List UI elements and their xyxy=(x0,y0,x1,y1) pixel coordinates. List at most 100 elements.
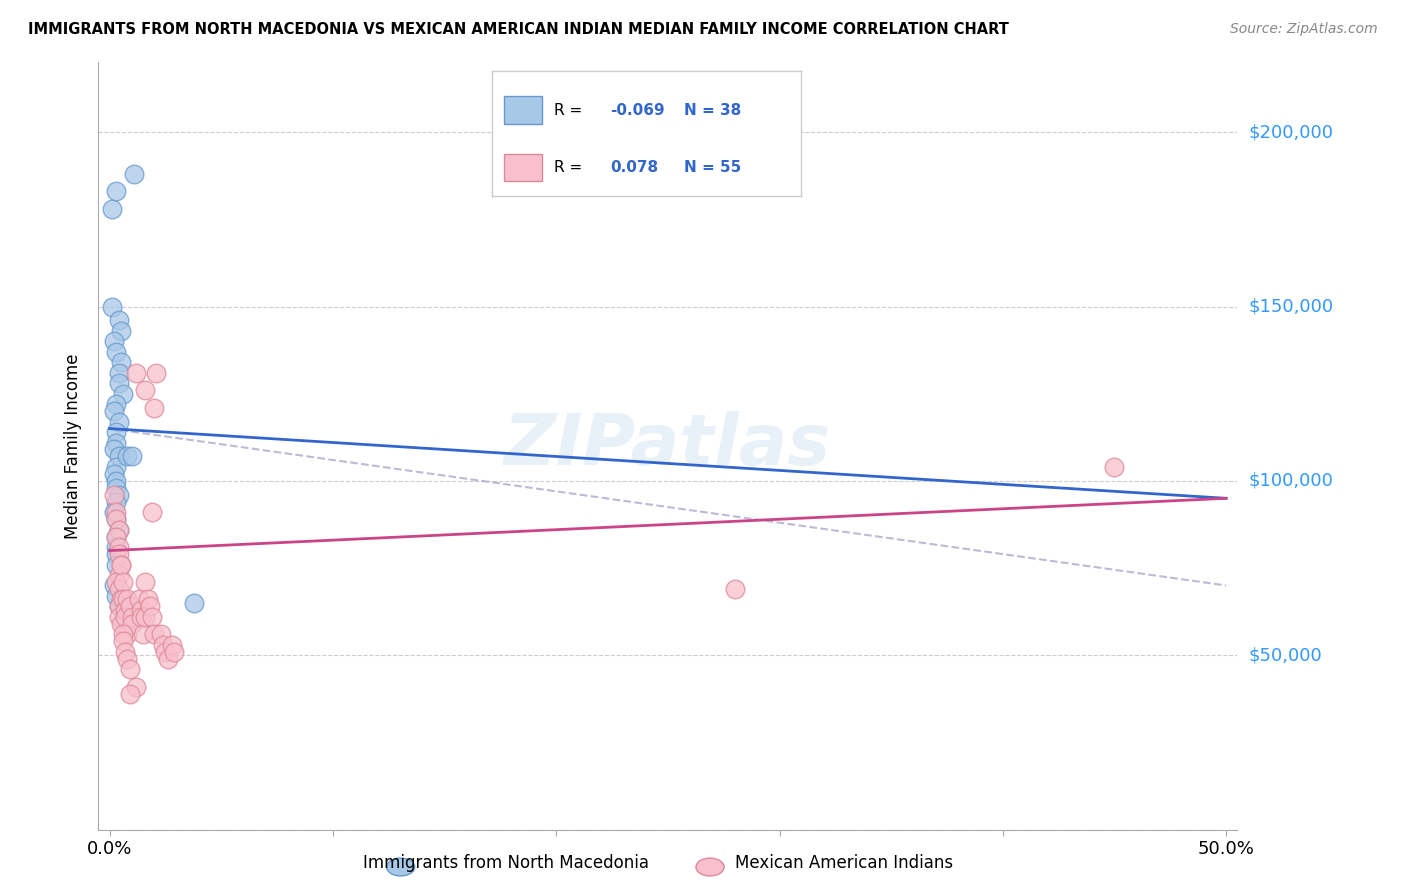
Point xyxy=(110,616,132,631)
Point xyxy=(118,599,141,614)
Point xyxy=(103,404,125,418)
Point xyxy=(107,599,129,614)
Point xyxy=(117,627,139,641)
Point xyxy=(117,592,139,607)
Point xyxy=(110,558,132,572)
Point xyxy=(105,185,128,199)
Point xyxy=(107,568,129,582)
Point xyxy=(141,505,163,519)
Point xyxy=(103,467,125,481)
Point xyxy=(103,442,125,457)
Point xyxy=(183,596,205,610)
Point xyxy=(122,167,145,181)
Point xyxy=(121,450,143,464)
Point xyxy=(111,634,134,648)
Point xyxy=(105,530,128,544)
Point xyxy=(129,603,152,617)
Point xyxy=(117,450,139,464)
Point xyxy=(139,599,162,614)
Bar xyxy=(505,96,541,124)
Point xyxy=(105,459,128,474)
Point xyxy=(103,488,125,502)
Text: Source: ZipAtlas.com: Source: ZipAtlas.com xyxy=(1230,22,1378,37)
Point xyxy=(143,627,166,641)
Text: $50,000: $50,000 xyxy=(1249,646,1322,665)
Point xyxy=(121,610,143,624)
Point xyxy=(111,627,134,641)
Point xyxy=(105,505,128,519)
Point xyxy=(134,610,156,624)
Point xyxy=(114,645,136,659)
Y-axis label: Median Family Income: Median Family Income xyxy=(65,353,83,539)
Point xyxy=(724,582,747,596)
Text: N = 55: N = 55 xyxy=(685,160,741,175)
Point xyxy=(107,582,129,596)
Point xyxy=(118,662,141,676)
Text: R =: R = xyxy=(554,160,592,175)
Text: IMMIGRANTS FROM NORTH MACEDONIA VS MEXICAN AMERICAN INDIAN MEDIAN FAMILY INCOME : IMMIGRANTS FROM NORTH MACEDONIA VS MEXIC… xyxy=(28,22,1010,37)
Point xyxy=(105,425,128,439)
Point xyxy=(107,376,129,391)
Point xyxy=(107,599,129,614)
Text: R =: R = xyxy=(554,103,588,118)
Text: -0.069: -0.069 xyxy=(610,103,665,118)
Point xyxy=(107,450,129,464)
Point xyxy=(105,435,128,450)
Text: $100,000: $100,000 xyxy=(1249,472,1333,490)
Point xyxy=(105,474,128,488)
Point xyxy=(121,616,143,631)
Point xyxy=(111,592,134,607)
Point xyxy=(145,366,167,380)
Point xyxy=(107,366,129,380)
Point xyxy=(107,523,129,537)
Point xyxy=(105,540,128,554)
Point xyxy=(103,578,125,592)
Point xyxy=(105,589,128,603)
Point xyxy=(107,540,129,554)
Point xyxy=(160,638,183,652)
Point xyxy=(128,592,150,607)
Text: ZIPatlas: ZIPatlas xyxy=(505,411,831,481)
Point xyxy=(136,592,159,607)
Point xyxy=(134,383,156,397)
Point xyxy=(118,687,141,701)
Point xyxy=(107,488,129,502)
Point xyxy=(117,651,139,665)
Point xyxy=(103,334,125,349)
Point xyxy=(156,651,179,665)
Point xyxy=(101,202,124,216)
Point xyxy=(105,547,128,561)
Point xyxy=(143,401,166,415)
Text: Mexican American Indians: Mexican American Indians xyxy=(734,855,953,872)
Text: $200,000: $200,000 xyxy=(1249,123,1333,141)
Point xyxy=(129,610,152,624)
Point xyxy=(110,355,132,369)
Point xyxy=(125,366,148,380)
Point xyxy=(1104,459,1126,474)
Point xyxy=(111,574,134,589)
Point xyxy=(141,610,163,624)
Point xyxy=(152,638,174,652)
Point xyxy=(110,558,132,572)
Point xyxy=(105,512,128,526)
Point xyxy=(105,344,128,359)
Point xyxy=(105,530,128,544)
Point xyxy=(125,680,148,694)
Point xyxy=(134,574,156,589)
Point xyxy=(155,645,177,659)
Point xyxy=(132,627,155,641)
Point xyxy=(107,547,129,561)
Bar xyxy=(505,153,541,181)
Point xyxy=(111,386,134,401)
Point xyxy=(163,645,186,659)
Point xyxy=(107,610,129,624)
Point xyxy=(101,300,124,314)
Text: 0.078: 0.078 xyxy=(610,160,658,175)
Point xyxy=(114,603,136,617)
Point xyxy=(105,512,128,526)
Point xyxy=(107,523,129,537)
Text: N = 38: N = 38 xyxy=(685,103,741,118)
Text: $150,000: $150,000 xyxy=(1249,298,1333,316)
Point xyxy=(103,505,125,519)
Point xyxy=(110,324,132,338)
